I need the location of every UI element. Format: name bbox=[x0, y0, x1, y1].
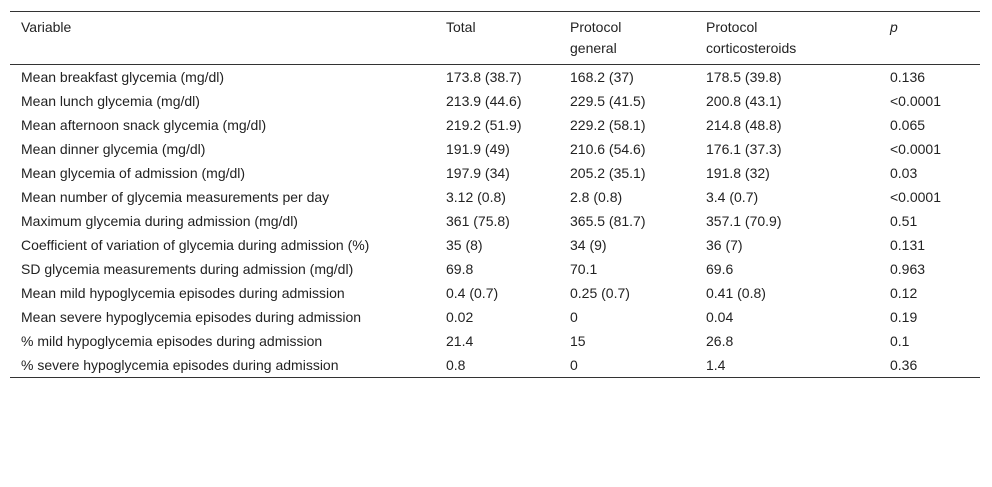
table-cell: 69.6 bbox=[706, 261, 734, 277]
table-cell: 191.8 (32) bbox=[706, 165, 770, 181]
table-cell: 3.12 (0.8) bbox=[446, 189, 506, 205]
table-cell: 229.5 (41.5) bbox=[570, 93, 646, 109]
table-row: % mild hypoglycemia episodes during admi… bbox=[10, 329, 980, 353]
column-header: Total bbox=[446, 19, 476, 35]
table-row: Mean severe hypoglycemia episodes during… bbox=[10, 305, 980, 329]
table-cell: 0.065 bbox=[890, 117, 926, 133]
table-cell: 197.9 (34) bbox=[446, 165, 510, 181]
table-cell: Coefficient of variation of glycemia dur… bbox=[21, 237, 370, 253]
table-cell: 0.36 bbox=[890, 357, 918, 373]
table-cell: Maximum glycemia during admission (mg/dl… bbox=[21, 213, 298, 229]
table-body: Mean breakfast glycemia (mg/dl) 173.8 (38… bbox=[10, 65, 980, 378]
table-row: Mean dinner glycemia (mg/dl) 191.9 (49) 21… bbox=[10, 137, 980, 161]
table-row: Mean breakfast glycemia (mg/dl) 173.8 (38… bbox=[10, 65, 980, 90]
table-row: Mean number of glycemia measurements per… bbox=[10, 185, 980, 209]
table-cell: Mean breakfast glycemia (mg/dl) bbox=[21, 69, 225, 85]
table-cell: SD glycemia measurements during admissio… bbox=[21, 261, 354, 277]
table-cell: 173.8 (38.7) bbox=[446, 69, 522, 85]
table-cell: 178.5 (39.8) bbox=[706, 69, 782, 85]
table-cell: 214.8 (48.8) bbox=[706, 117, 782, 133]
table-cell: Mean lunch glycemia (mg/dl) bbox=[21, 93, 200, 109]
table-cell: 205.2 (35.1) bbox=[570, 165, 646, 181]
table-cell: 229.2 (58.1) bbox=[570, 117, 646, 133]
table-cell: 0.136 bbox=[890, 69, 926, 85]
table-cell: 0 bbox=[570, 357, 578, 373]
table-cell: 0.8 bbox=[446, 357, 466, 373]
table-cell: 213.9 (44.6) bbox=[446, 93, 522, 109]
table-cell: 3.4 (0.7) bbox=[706, 189, 759, 205]
table-cell: 357.1 (70.9) bbox=[706, 213, 782, 229]
table-cell: 0.51 bbox=[890, 213, 918, 229]
column-header: p bbox=[890, 19, 898, 35]
table-row: SD glycemia measurements during admissio… bbox=[10, 257, 980, 281]
table-cell: Mean severe hypoglycemia episodes during… bbox=[21, 309, 362, 325]
table-cell: Mean number of glycemia measurements per… bbox=[21, 189, 330, 205]
table-row: % severe hypoglycemia episodes during ad… bbox=[10, 353, 980, 378]
table-cell: 0.4 (0.7) bbox=[446, 285, 499, 301]
table-cell: % mild hypoglycemia episodes during admi… bbox=[21, 333, 323, 349]
table-cell: 0.19 bbox=[890, 309, 918, 325]
table-cell: 200.8 (43.1) bbox=[706, 93, 782, 109]
table-cell: 0.04 bbox=[706, 309, 734, 325]
column-header: Variable bbox=[21, 19, 72, 35]
table-cell: 70.1 bbox=[570, 261, 598, 277]
table-cell: 210.6 (54.6) bbox=[570, 141, 646, 157]
table-cell: <0.0001 bbox=[890, 93, 941, 109]
column-header: Protocol corticosteroids bbox=[706, 19, 797, 56]
table-cell: 15 bbox=[570, 333, 586, 349]
table-cell: 21.4 bbox=[446, 333, 474, 349]
table-cell: Mean mild hypoglycemia episodes during a… bbox=[21, 285, 345, 301]
table-cell: 34 (9) bbox=[570, 237, 607, 253]
table-row: Coefficient of variation of glycemia dur… bbox=[10, 233, 980, 257]
table-row: Mean mild hypoglycemia episodes during a… bbox=[10, 281, 980, 305]
table-cell: 0.25 (0.7) bbox=[570, 285, 630, 301]
table-cell: 26.8 bbox=[706, 333, 734, 349]
table-cell: 0.1 bbox=[890, 333, 910, 349]
table-cell: 0.03 bbox=[890, 165, 918, 181]
table-cell: 191.9 (49) bbox=[446, 141, 510, 157]
table-cell: 35 (8) bbox=[446, 237, 483, 253]
table-cell: <0.0001 bbox=[890, 189, 941, 205]
table-cell: 1.4 bbox=[706, 357, 726, 373]
column-header: Protocol general bbox=[570, 19, 622, 56]
table-cell: 0.02 bbox=[446, 309, 474, 325]
table-cell: 361 (75.8) bbox=[446, 213, 510, 229]
table-cell: % severe hypoglycemia episodes during ad… bbox=[21, 357, 339, 373]
table-cell: 176.1 (37.3) bbox=[706, 141, 782, 157]
table-cell: 0.131 bbox=[890, 237, 926, 253]
table-cell: 2.8 (0.8) bbox=[570, 189, 623, 205]
table-cell: Mean dinner glycemia (mg/dl) bbox=[21, 141, 206, 157]
table-cell: 168.2 (37) bbox=[570, 69, 634, 85]
table-cell: 219.2 (51.9) bbox=[446, 117, 522, 133]
table-cell: 0.963 bbox=[890, 261, 926, 277]
table-row: Mean lunch glycemia (mg/dl) 213.9 (44.6) 2… bbox=[10, 89, 980, 113]
table-row: Maximum glycemia during admission (mg/dl… bbox=[10, 209, 980, 233]
table-cell: 0.41 (0.8) bbox=[706, 285, 766, 301]
table-row: Mean glycemia of admission (mg/dl) 197.9 … bbox=[10, 161, 980, 185]
table-cell: <0.0001 bbox=[890, 141, 941, 157]
header-row: Variable Total Protocol general Protocol co… bbox=[10, 11, 980, 65]
table-header: Variable Total Protocol general Protocol co… bbox=[10, 11, 980, 65]
table-cell: 0 bbox=[570, 309, 578, 325]
table-cell: 365.5 (81.7) bbox=[570, 213, 646, 229]
table-cell: 69.8 bbox=[446, 261, 474, 277]
results-table: Variable Total Protocol general Protocol co… bbox=[10, 11, 980, 378]
table-cell: Mean afternoon snack glycemia (mg/dl) bbox=[21, 117, 267, 133]
table-row: Mean afternoon snack glycemia (mg/dl) 219… bbox=[10, 113, 980, 137]
table-cell: Mean glycemia of admission (mg/dl) bbox=[21, 165, 246, 181]
table-cell: 36 (7) bbox=[706, 237, 743, 253]
table-cell: 0.12 bbox=[890, 285, 918, 301]
